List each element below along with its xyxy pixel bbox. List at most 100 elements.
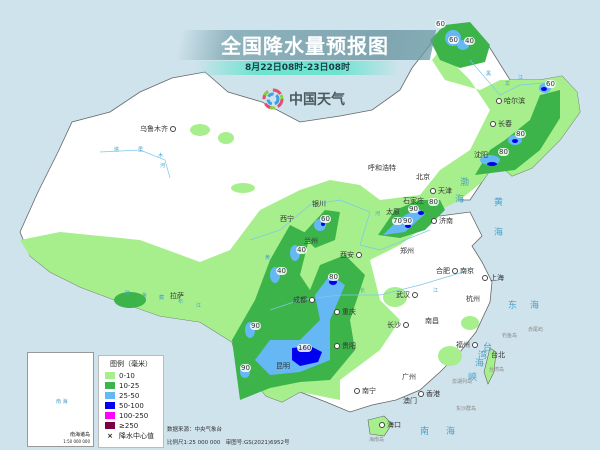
river-label: 龙: [505, 81, 511, 87]
city-label: 西安: [340, 250, 362, 260]
city-label: 长春: [490, 119, 512, 129]
forecast-period: 8月22日08时-23日08时: [244, 63, 351, 73]
city-label: 南昌: [425, 317, 439, 325]
page-title: 全国降水量预报图: [221, 34, 389, 58]
rain-center-value: 80: [515, 130, 526, 138]
rain-0-10-areas: [20, 50, 580, 402]
city-label: 石家庄: [403, 197, 424, 205]
sea-label: 海: [475, 359, 485, 369]
legend-swatch: [105, 382, 115, 389]
sea-label: 渤: [460, 178, 470, 188]
city-label: 天津: [430, 186, 452, 196]
city-label: 上海: [482, 273, 504, 283]
city-label: 澳门: [403, 397, 417, 405]
rain-center-value: 60: [545, 80, 556, 88]
legend-item: 25-50: [105, 391, 163, 400]
sea-label: 海: [494, 228, 504, 238]
city-label: 拉萨: [170, 292, 184, 300]
legend-swatch: [105, 402, 115, 409]
river-label: 鲁: [142, 293, 148, 299]
island-label: 钓鱼岛: [502, 333, 518, 339]
city-label: 北京: [416, 173, 430, 181]
city-label: 呼和浩特: [368, 164, 396, 172]
scale-and-approval: 比例尺1:25 000 000 审图号:GS(2021)6952号: [167, 440, 290, 446]
rivers: [99, 59, 556, 311]
rain-center-value: 90: [408, 205, 419, 213]
inset-sea-label: 南 海: [56, 399, 68, 405]
city-label: 哈尔滨: [496, 96, 525, 106]
city-label: 杭州: [466, 295, 480, 303]
city-label: 海口: [379, 420, 401, 430]
river-label: 布: [178, 299, 184, 305]
river-label: 河: [375, 211, 381, 217]
rain-center-value: 40: [464, 37, 475, 45]
inset-scale: 1:50 000 000: [63, 439, 90, 444]
sea-label: 峡: [468, 373, 478, 383]
city-label: 广州: [402, 373, 416, 381]
city-label: 长沙: [387, 320, 409, 330]
sea-label: 南: [420, 427, 430, 437]
river-label: 长: [360, 288, 366, 294]
south-china-sea-inset: 南 海 南海诸岛 1:50 000 000: [27, 352, 94, 447]
city-label: 贵阳: [334, 341, 356, 351]
city-label: 合肥: [436, 267, 450, 275]
city-label: 昆明: [276, 362, 290, 370]
sea-label: 海: [530, 301, 540, 311]
island-label: 东沙群岛: [456, 406, 477, 412]
rain-center-value: 60: [435, 20, 446, 28]
river-label: 河: [160, 163, 166, 169]
city-label: 沈阳: [474, 151, 488, 159]
legend-item: 10-25: [105, 381, 163, 390]
legend-swatch: [105, 372, 115, 379]
legend: 图例（毫米） 0-10 10-25 25-50 50-100 100-250 ≥…: [98, 355, 164, 448]
sea-label: 东: [508, 301, 518, 311]
river-label: 江: [518, 75, 524, 81]
river-label: 藏: [159, 295, 165, 301]
city-label: 香港: [418, 389, 440, 399]
rain-center-value: 60: [320, 215, 331, 223]
river-label: 江: [196, 303, 202, 309]
river-label: 塔: [114, 147, 120, 153]
legend-item: 100-250: [105, 411, 163, 420]
rain-center-value: 60: [448, 36, 459, 44]
sea-label: 湾: [478, 351, 488, 361]
logo-text: 中国天气: [289, 92, 345, 108]
city-label: 郑州: [400, 247, 414, 255]
river-label: 里: [138, 147, 144, 153]
island-label: 澎湖列岛: [452, 379, 473, 385]
rain-center-value: 80: [428, 198, 439, 206]
taiwan-island: [483, 347, 497, 385]
legend-item: × 降水中心值: [105, 431, 163, 440]
city-label: 济南: [431, 216, 453, 226]
legend-item: 0-10: [105, 371, 163, 380]
city-label: 银川: [312, 200, 326, 208]
sea-label: 海: [455, 195, 465, 205]
sea-label: 黄: [494, 198, 504, 208]
legend-title: 图例（毫米）: [110, 360, 152, 368]
island-label: 赤尾屿: [528, 327, 544, 333]
rain-center-value: 90: [250, 322, 261, 330]
city-label: 西宁: [280, 215, 294, 223]
legend-item: ≥250: [105, 421, 163, 430]
river-label: 雅: [125, 291, 131, 297]
river-label: 黑: [486, 71, 492, 77]
subtitle-banner: [195, 61, 400, 75]
cross-marker-icon: ×: [107, 431, 113, 440]
logo: 中国天气: [262, 88, 345, 110]
island-label: 台湾岛: [489, 367, 505, 373]
river-label: 黄: [265, 255, 271, 261]
city-label: 福州: [456, 340, 478, 350]
legend-swatch: [105, 392, 115, 399]
rain-center-value: 40: [296, 246, 307, 254]
rain-center-value: 80: [498, 148, 509, 156]
city-label: 南京: [452, 266, 474, 276]
city-label: 武汉: [396, 290, 418, 300]
sea-label: 台: [483, 343, 493, 353]
inset-name: 南海诸岛: [69, 432, 90, 438]
sea-label: 海: [446, 427, 456, 437]
rain-center-value: 40: [276, 267, 287, 275]
river-label: 木: [158, 153, 164, 159]
rain-center-value: 160: [297, 344, 313, 352]
rain-center-value: 80: [328, 273, 339, 281]
city-label: 台北: [491, 351, 505, 359]
